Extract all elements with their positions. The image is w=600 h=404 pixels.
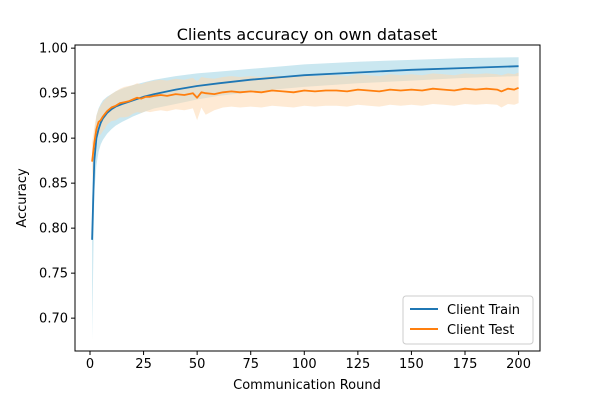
y-tick-label: 0.90: [39, 132, 68, 147]
x-tick-label: 50: [189, 357, 206, 372]
series-line-client-test: [91, 86, 519, 162]
y-tick-label: 0.75: [39, 267, 68, 282]
confidence-band-client-test: [92, 72, 519, 181]
y-tick-label: 0.95: [39, 87, 68, 102]
confidence-bands: [92, 57, 519, 340]
x-tick-label: 125: [345, 357, 370, 372]
series-lines: [91, 65, 519, 240]
x-axis-label: Communication Round: [233, 378, 381, 393]
y-axis-label: Accuracy: [15, 168, 30, 228]
legend-label-client-train: Client Train: [447, 303, 520, 318]
y-tick-label: 1.00: [39, 42, 68, 57]
x-tick-label: 75: [242, 357, 259, 372]
x-tick-label: 200: [506, 357, 531, 372]
y-axis-ticks: 0.70 0.75 0.80 0.85 0.90 0.95 1.00: [39, 42, 75, 327]
y-tick-label: 0.70: [39, 312, 68, 327]
x-tick-label: 150: [399, 357, 424, 372]
y-tick-label: 0.80: [39, 222, 68, 237]
x-tick-label: 0: [86, 357, 94, 372]
x-tick-label: 25: [135, 357, 152, 372]
x-tick-label: 175: [453, 357, 478, 372]
y-tick-label: 0.85: [39, 177, 68, 192]
legend-label-client-test: Client Test: [447, 323, 514, 338]
plot-frame: [74, 44, 541, 352]
x-axis-ticks: 0 25 50 75 100 125 150 175 200: [86, 351, 531, 372]
legend: Client Train Client Test: [402, 295, 534, 345]
chart-title: Clients accuracy on own dataset: [177, 25, 438, 44]
x-tick-label: 100: [292, 357, 317, 372]
